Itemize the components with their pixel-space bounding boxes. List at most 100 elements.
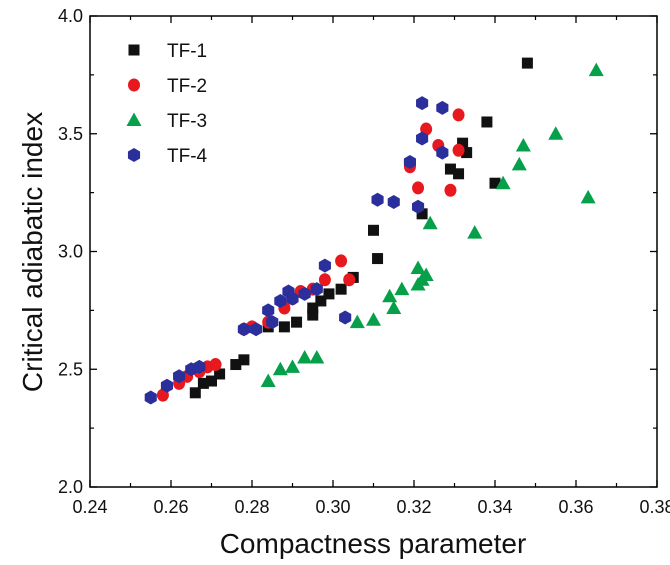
data-point <box>403 155 417 170</box>
legend-label: TF-2 <box>167 76 207 97</box>
data-point <box>297 349 313 364</box>
x-tick-label: 0.38 <box>639 497 670 517</box>
data-point <box>416 131 429 146</box>
data-point <box>495 175 511 190</box>
x-axis-title: Compactness parameter <box>220 528 527 559</box>
data-point <box>349 314 365 329</box>
data-point <box>189 387 201 399</box>
data-point <box>249 322 263 337</box>
legend-label: TF-4 <box>167 146 208 167</box>
data-point <box>411 199 425 214</box>
x-tick-label: 0.24 <box>72 497 107 517</box>
data-point <box>318 273 331 287</box>
data-point <box>335 254 348 268</box>
legend-marker <box>128 78 140 92</box>
data-point <box>339 310 352 325</box>
data-point <box>262 303 275 318</box>
data-point <box>237 322 250 337</box>
data-point <box>266 315 279 330</box>
data-point <box>209 358 222 372</box>
data-point <box>416 96 429 111</box>
data-point <box>521 57 533 69</box>
legend-marker <box>126 112 142 126</box>
data-point <box>274 293 287 308</box>
data-point <box>386 300 402 315</box>
data-point <box>481 116 493 128</box>
data-point <box>436 100 449 115</box>
data-point <box>436 145 449 160</box>
data-point <box>387 195 400 210</box>
data-point <box>418 267 434 282</box>
data-point <box>372 253 384 265</box>
data-point <box>309 349 325 364</box>
data-point <box>511 156 527 171</box>
data-point <box>286 291 299 306</box>
y-tick-label: 4.0 <box>58 6 83 26</box>
data-point <box>214 368 226 380</box>
y-axis-title: Critical adiabatic index <box>17 112 48 392</box>
legend-label: TF-3 <box>167 111 207 132</box>
data-point <box>272 361 288 376</box>
data-point <box>318 258 331 273</box>
data-point <box>453 168 465 180</box>
data-point <box>160 378 174 393</box>
data-point <box>335 283 347 295</box>
data-point <box>452 143 465 157</box>
data-point <box>144 390 157 405</box>
data-point <box>467 225 483 239</box>
data-point <box>238 354 250 366</box>
data-point <box>310 282 323 297</box>
data-point <box>206 375 217 387</box>
x-tick-label: 0.36 <box>558 497 593 517</box>
data-point <box>394 281 410 296</box>
data-points <box>144 57 604 405</box>
series-tf-3 <box>260 62 604 388</box>
y-tick-label: 2.5 <box>58 359 83 379</box>
legend-marker <box>127 148 141 162</box>
data-point <box>580 189 596 204</box>
data-point <box>230 359 242 371</box>
data-point <box>315 295 327 307</box>
data-point <box>444 163 456 175</box>
data-point <box>307 302 319 314</box>
data-point <box>444 183 457 197</box>
series-tf-4 <box>144 96 449 405</box>
legend: TF-1 TF-2 TF-3 TF-4 <box>126 41 208 167</box>
data-point <box>298 286 311 301</box>
data-point <box>452 108 465 122</box>
data-point <box>291 316 303 328</box>
y-tick-label: 3.0 <box>58 242 83 262</box>
data-point <box>382 288 398 303</box>
data-point <box>457 137 469 149</box>
x-tick-label: 0.34 <box>477 497 512 517</box>
x-tick-label: 0.28 <box>234 497 269 517</box>
x-tick-label: 0.30 <box>315 497 350 517</box>
x-tick-label: 0.26 <box>153 497 188 517</box>
data-point <box>173 369 186 384</box>
data-point <box>461 147 473 159</box>
data-point <box>515 138 531 152</box>
axis-ticks: 0.24 0.26 0.28 0.30 0.32 0.34 0.36 0.38 2.0 2.5 3.… <box>58 6 670 517</box>
x-tick-label: 0.32 <box>396 497 431 517</box>
data-point <box>548 126 564 140</box>
data-point <box>410 260 426 274</box>
y-tick-label: 3.5 <box>58 124 83 144</box>
data-point <box>416 208 428 220</box>
data-point <box>588 62 604 77</box>
data-point <box>343 273 356 287</box>
legend-marker <box>128 44 140 56</box>
data-point <box>422 215 438 230</box>
data-point <box>366 312 381 326</box>
data-point <box>193 359 206 374</box>
data-point <box>285 359 300 373</box>
data-point <box>412 181 425 195</box>
data-point <box>307 309 319 321</box>
data-point <box>371 192 384 207</box>
data-point <box>278 321 290 333</box>
data-point <box>197 377 209 389</box>
data-point <box>489 177 501 189</box>
data-point <box>323 288 335 300</box>
legend-label: TF-1 <box>167 41 207 62</box>
data-point <box>260 373 276 388</box>
